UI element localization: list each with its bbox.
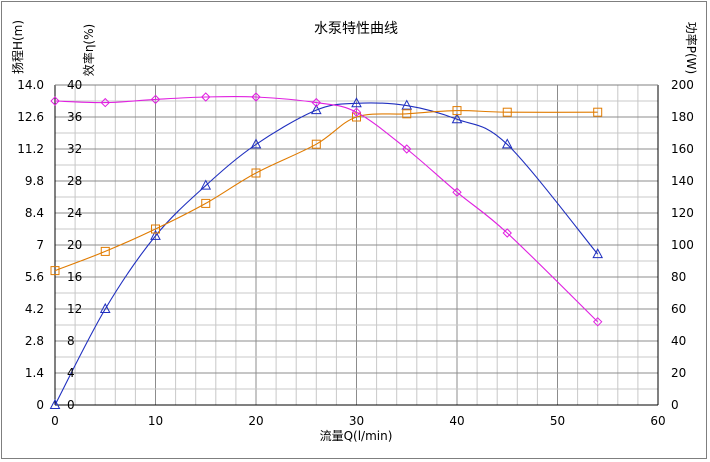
power-tick-label: 140 [671,174,694,188]
head-axis-label: 扬程H(m) [10,20,25,74]
efficiency-tick-label: 8 [67,334,75,348]
head-tick-label: 14.0 [17,78,44,92]
head-point [351,97,362,108]
efficiency-tick-label: 24 [67,206,82,220]
head-tick-label: 1.4 [25,366,44,380]
head-point [451,113,463,124]
head-tick-label: 8.4 [25,206,44,220]
x-tick-label: 20 [248,414,263,428]
efficiency-tick-label: 0 [67,398,75,412]
head-point [250,138,262,149]
efficiency-point [351,107,362,117]
x-tick-label: 60 [650,414,665,428]
x-tick-label: 50 [550,414,565,428]
power-point [593,107,603,117]
head-tick-label: 2.8 [25,334,44,348]
efficiency-tick-label: 4 [67,366,75,380]
power-tick-label: 100 [671,238,694,252]
head-tick-label: 0 [36,398,44,412]
power-point [352,112,361,122]
efficiency-tick-label: 12 [67,302,82,316]
chart-title: 水泵特性曲线 [314,21,398,37]
efficiency-point [311,97,322,108]
head-point [501,138,513,149]
efficiency-tick-label: 36 [67,110,82,124]
efficiency-point [150,94,161,105]
head-point [150,229,161,240]
grid [54,84,659,406]
x-tick-label: 10 [148,414,163,428]
efficiency-point [100,97,110,108]
power-point [502,107,512,117]
power-tick-label: 80 [671,270,686,284]
efficiency-tick-label: 28 [67,174,82,188]
x-axis-label: 流量Q(l/min) [320,429,393,443]
efficiency-curve [54,95,599,323]
efficiency-tick-label: 16 [67,270,82,284]
power-point [452,106,462,116]
efficiency-point [452,187,462,197]
power-point [50,266,60,276]
power-point [100,246,110,256]
series-layer [49,92,604,409]
head-tick-label: 9.8 [25,174,44,188]
axes [54,84,659,406]
power-axis-label: 功率P(W) [684,22,699,74]
head-point [401,99,413,110]
x-tick-label: 40 [449,414,464,428]
efficiency-point [592,317,603,327]
power-tick-label: 120 [671,206,694,220]
efficiency-axis-label: 效率η(%) [81,24,96,76]
head-point [200,179,212,190]
efficiency-tick-label: 40 [67,78,82,92]
x-tick-label: 30 [349,414,364,428]
power-point [201,198,211,208]
head-curve [54,102,599,406]
head-tick-label: 11.2 [17,142,44,156]
tick-labels: 0 10 20 30 40 50 6001.42.84.25.678.49.811.212.… [17,78,694,428]
power-point [311,139,321,149]
head-point [49,398,61,409]
power-tick-label: 60 [671,302,686,316]
power-tick-label: 160 [671,142,694,156]
head-tick-label: 4.2 [25,302,44,316]
head-point [310,104,322,115]
power-tick-label: 20 [671,366,686,380]
x-tick-label: 0 [51,414,59,428]
efficiency-point [201,92,211,102]
head-tick-label: 5.6 [25,270,44,284]
head-tick-label: 7 [36,238,44,252]
power-tick-label: 200 [671,78,694,92]
efficiency-point [502,228,512,238]
head-point [592,248,604,259]
efficiency-point [50,96,60,106]
head-point [99,302,111,313]
power-point [151,224,160,234]
efficiency-tick-label: 20 [67,238,82,252]
power-tick-label: 180 [671,110,694,124]
efficiency-point [402,144,412,154]
head-tick-label: 12.6 [17,110,44,124]
power-curve [54,110,598,272]
efficiency-point [251,92,261,102]
power-point [402,109,412,119]
power-tick-label: 0 [671,398,679,412]
efficiency-tick-label: 32 [67,142,82,156]
power-tick-label: 40 [671,334,686,348]
power-point [251,168,261,178]
